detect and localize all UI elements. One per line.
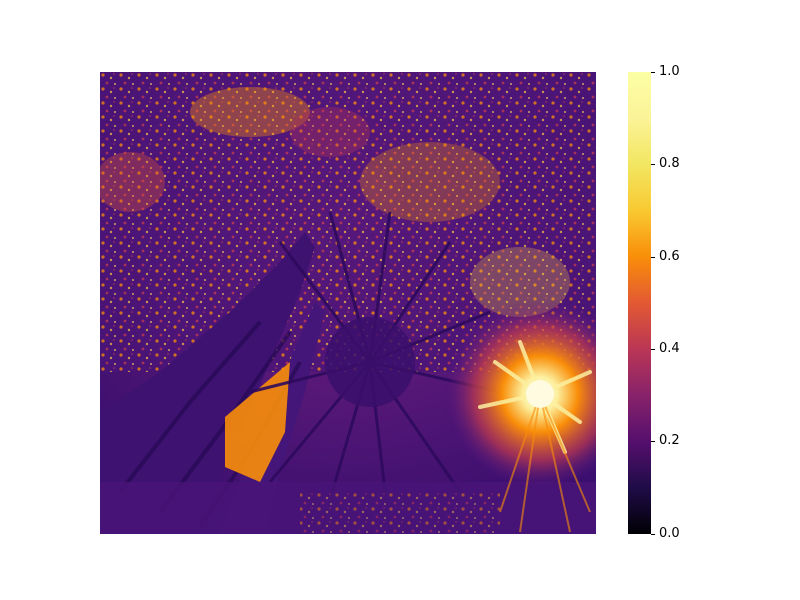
forest-canopy-image (100, 72, 596, 534)
colorbar-tick-label: 1.0 (659, 64, 680, 79)
colorbar-tick (651, 349, 655, 350)
colorbar-tick (651, 164, 655, 165)
colorbar (628, 72, 651, 534)
colorbar-tick-label: 0.8 (659, 156, 680, 171)
colorbar-tick (651, 441, 655, 442)
colorbar-tick-label: 0.0 (659, 526, 680, 541)
colorbar-tick-label: 0.4 (659, 341, 680, 356)
colorbar-tick (651, 534, 655, 535)
colorbar-tick-label: 0.2 (659, 433, 680, 448)
colorbar-tick (651, 72, 655, 73)
colorbar-tick-label: 0.6 (659, 249, 680, 264)
sun-burst (445, 299, 596, 533)
colorbar-tick (651, 257, 655, 258)
sky-opening (225, 362, 290, 482)
palm-crown (325, 317, 415, 407)
